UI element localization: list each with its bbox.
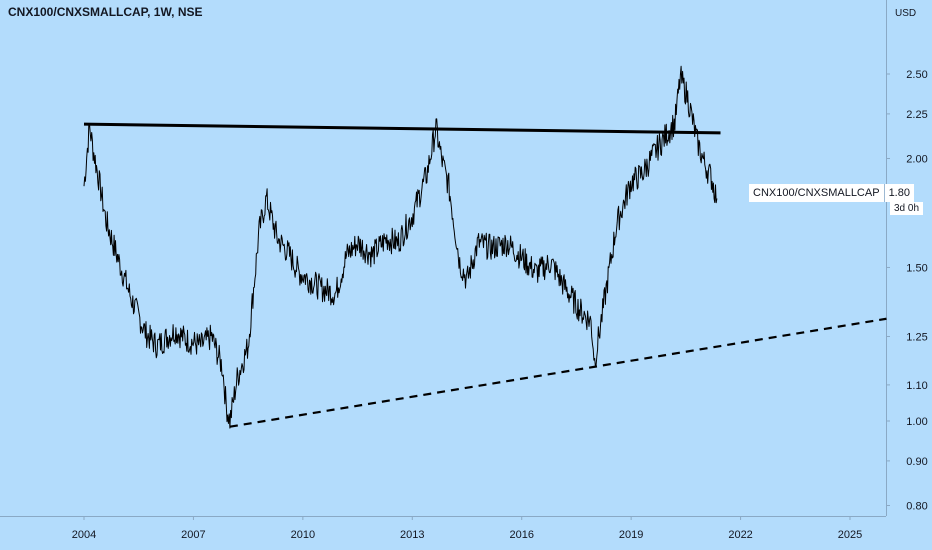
x-tick-label: 2022 [728,529,752,541]
last-price-value: 1.80 [883,184,914,202]
x-tick-label: 2025 [838,529,862,541]
x-tick-label: 2007 [181,529,205,541]
currency-label: USD [895,8,917,19]
y-tick-label: 1.25 [906,331,927,343]
y-tick-label: 2.25 [906,109,927,121]
chart-title: CNX100/CNXSMALLCAP, 1W, NSE [8,5,203,19]
x-tick-label: 2010 [291,529,315,541]
y-tick-label: 1.10 [906,380,927,392]
last-price-symbol: CNX100/CNXSMALLCAP [749,184,884,202]
y-tick-label: 1.00 [906,416,927,428]
y-tick-label: 0.90 [906,456,927,468]
bar-countdown: 3d 0h [890,202,924,215]
price-series-line [83,65,718,429]
y-tick-label: 0.80 [906,501,927,513]
resistance-trendline[interactable] [83,122,721,135]
x-tick-label: 2019 [619,529,643,541]
x-tick-label: 2016 [509,529,533,541]
y-tick-label: 1.50 [906,262,927,274]
last-price-tag: CNX100/CNXSMALLCAP 1.80 [749,184,914,202]
x-tick-label: 2013 [400,529,424,541]
support-trendline[interactable] [229,317,887,428]
x-tick-label: 2004 [72,529,96,541]
y-tick-label: 2.50 [906,69,927,81]
y-tick-label: 2.00 [906,154,927,166]
